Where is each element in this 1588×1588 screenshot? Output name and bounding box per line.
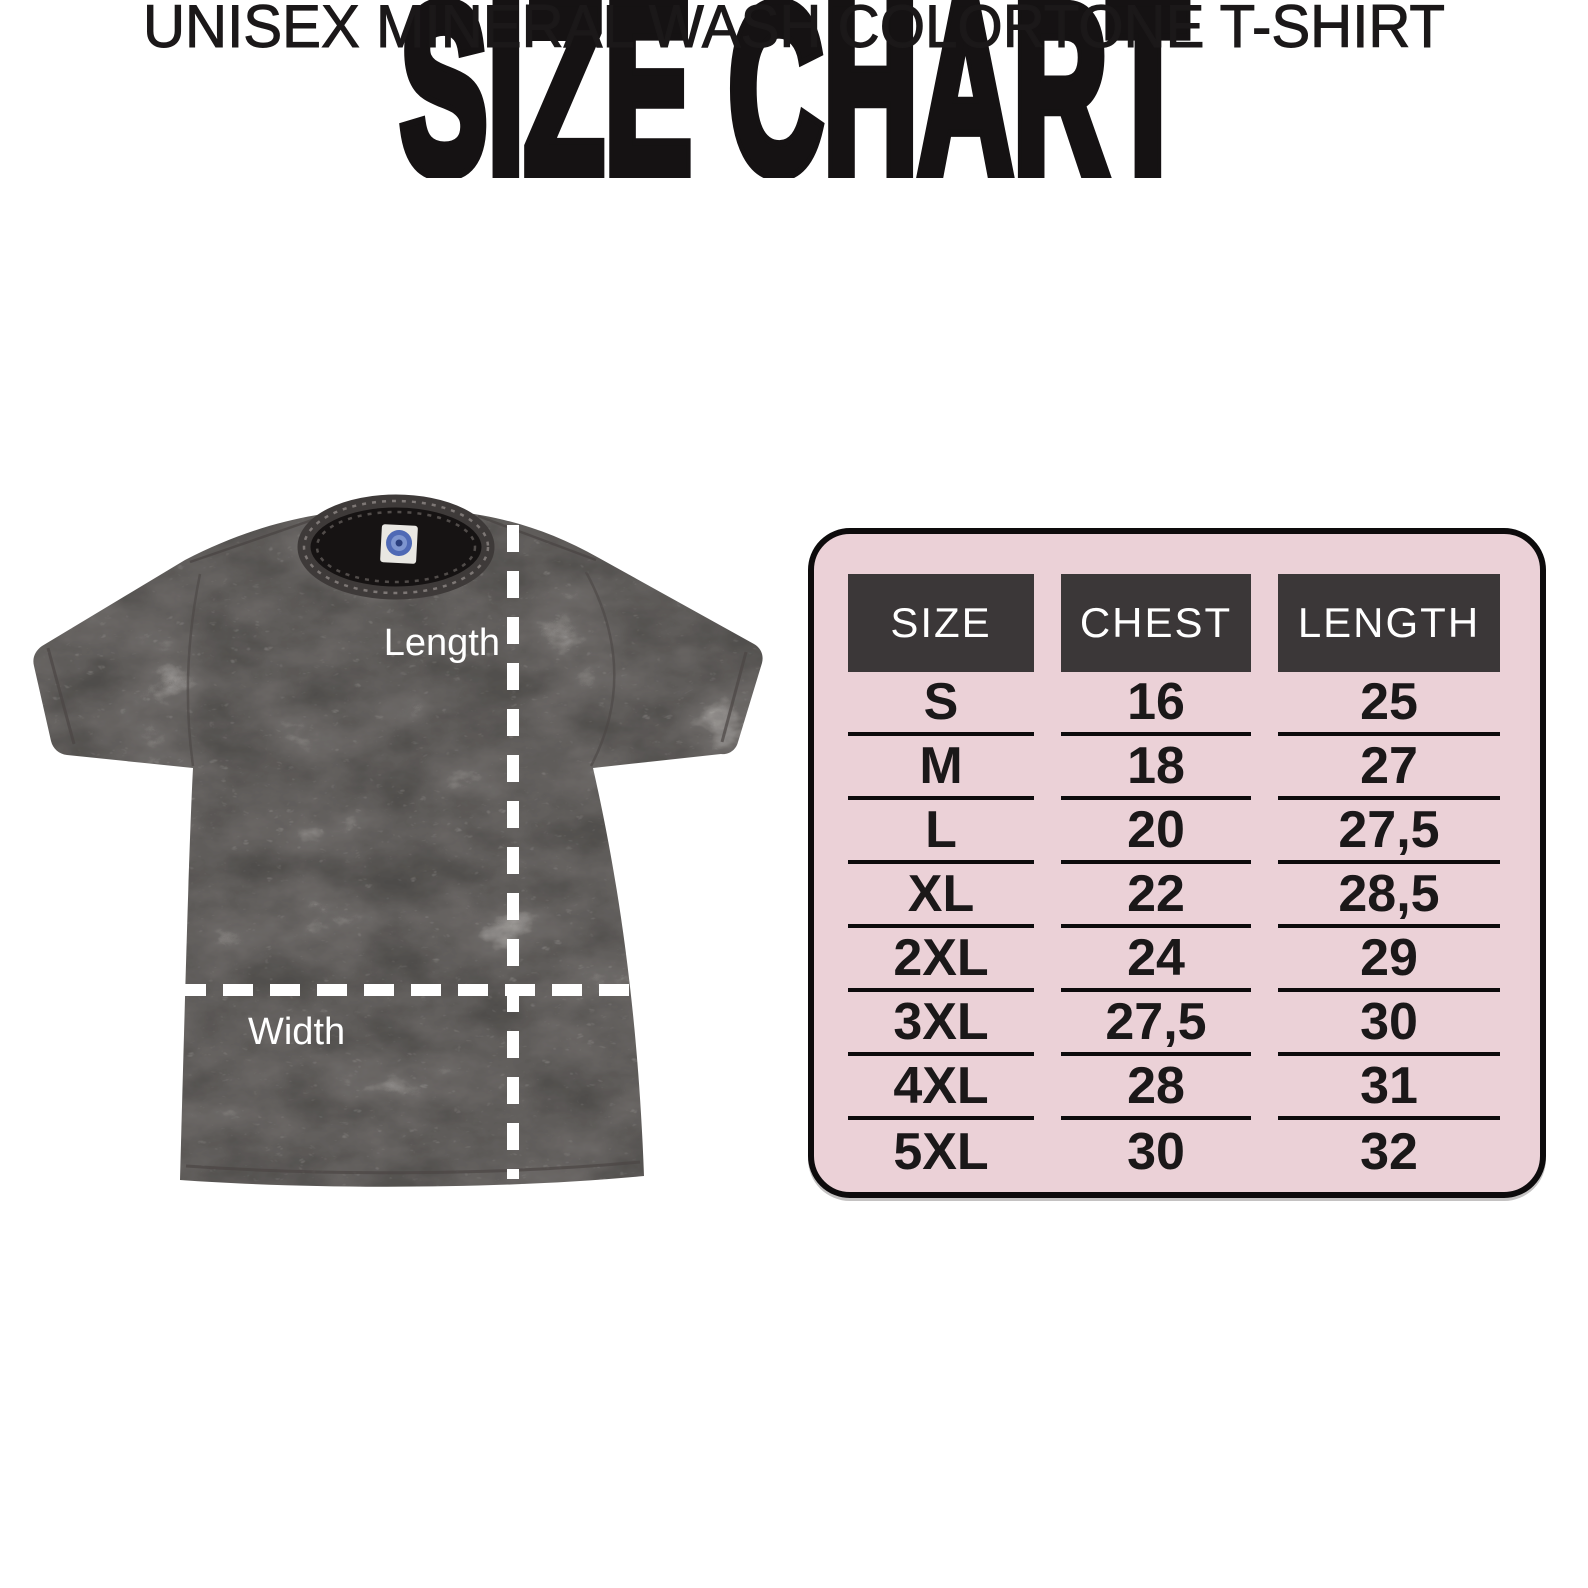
page-title-block: SIZE CHART [393,0,1195,178]
table-row: L 20 27,5 [848,800,1500,864]
cell-length: 29 [1278,928,1500,992]
cell-size: S [848,672,1034,736]
tshirt-diagram: Length Width [30,452,770,1192]
cell-size: 2XL [848,928,1034,992]
table-row: 3XL 27,5 30 [848,992,1500,1056]
size-table-body: S 16 25 M 18 27 L 20 27,5 XL 22 28,5 2XL… [848,672,1500,1184]
length-label: Length [384,622,500,664]
right-shoulder-seam [477,514,597,562]
table-row: 4XL 28 31 [848,1056,1500,1120]
cell-length: 32 [1360,1123,1418,1181]
table-row: M 18 27 [848,736,1500,800]
collar [297,494,495,600]
table-row: XL 22 28,5 [848,864,1500,928]
column-header-chest: CHEST [1061,574,1251,672]
cell-chest: 30 [1127,1123,1185,1181]
table-row: 2XL 24 29 [848,928,1500,992]
size-table: SIZE CHEST LENGTH S 16 25 M 18 27 L 20 2… [808,528,1546,1198]
cell-size: L [848,800,1034,864]
left-shoulder-seam [189,516,319,564]
label-logo-center [395,539,403,547]
cell-chest: 24 [1061,928,1251,992]
right-armhole-seam [584,571,616,767]
cell-length: 27 [1278,736,1500,800]
cell-length: 28,5 [1278,864,1500,928]
cell-length: 31 [1278,1056,1500,1120]
cell-chest: 22 [1061,864,1251,928]
cell-size: M [848,736,1034,800]
cell-chest: 28 [1061,1056,1251,1120]
column-header-length: LENGTH [1278,574,1500,672]
cell-chest: 18 [1061,736,1251,800]
table-row: S 16 25 [848,672,1500,736]
cell-chest: 27,5 [1061,992,1251,1056]
cell-chest: 16 [1061,672,1251,736]
left-armhole-seam [186,573,202,767]
table-row: 5XL 30 32 [848,1120,1500,1184]
cell-size: 4XL [848,1056,1034,1120]
cell-size: 5XL [893,1123,989,1181]
page-title: SIZE CHART [400,0,1188,178]
cell-length: 30 [1278,992,1500,1056]
left-cuff-seam [46,647,76,745]
size-table-header: SIZE CHEST LENGTH [848,574,1500,672]
collar-stitch-inner [315,510,477,584]
right-cuff-seam [720,651,748,743]
cell-size: 3XL [848,992,1034,1056]
cell-length: 27,5 [1278,800,1500,864]
bottom-hem-seam [185,1160,641,1175]
cell-length: 25 [1278,672,1500,736]
cell-size: XL [848,864,1034,928]
cell-chest: 20 [1061,800,1251,864]
column-header-size: SIZE [848,574,1034,672]
width-label: Width [248,1011,345,1053]
page-subtitle: UNISEX MINERAL WASH COLORTONE T-SHIRT [143,0,1445,60]
collar-stitch-outer [302,499,490,595]
page-subtitle-block: UNISEX MINERAL WASH COLORTONE T-SHIRT [143,0,1446,60]
brand-label-tag [380,524,418,564]
